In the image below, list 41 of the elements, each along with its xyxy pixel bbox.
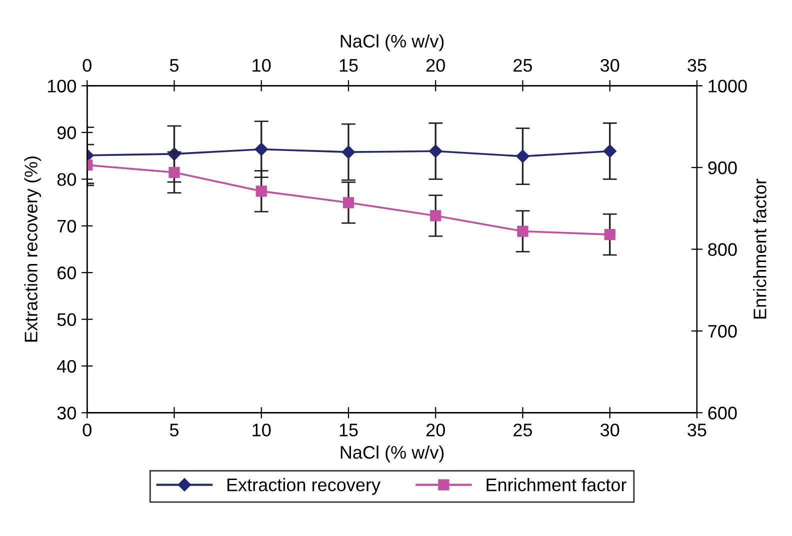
legend-label: Extraction recovery: [227, 478, 380, 495]
legend-label: Enrichment factor: [486, 478, 626, 492]
x-tick-label: 30: [600, 424, 620, 436]
y2-tick-label: 1000: [708, 80, 747, 92]
y2-axis-title: Enrichment factor: [753, 178, 766, 318]
x2-tick-label: 20: [426, 58, 445, 72]
x-tick-label: 10: [252, 424, 271, 436]
x-axis-title: NaCl (% w/v): [340, 446, 444, 462]
x2-tick-label: 15: [340, 59, 358, 72]
y-axis-title: Extraction recovery (%): [24, 156, 42, 342]
y2-tick-label: 800: [708, 243, 737, 256]
x-tick-label: 20: [426, 424, 445, 436]
x-tick-label: 15: [340, 424, 358, 436]
x-tick-label: 5: [170, 424, 179, 436]
point: [604, 228, 616, 240]
point: [256, 186, 267, 197]
y2-tick-label: 900: [708, 161, 737, 174]
x2-axis-title: NaCl (% w/v): [340, 34, 444, 52]
y2-tick-label: 700: [708, 324, 737, 338]
point: [430, 210, 442, 222]
x-tick-label: 35: [688, 424, 706, 436]
x2-tick-label: 10: [252, 58, 271, 72]
y-tick-label: 50: [57, 313, 76, 326]
x-tick-label: 0: [82, 424, 92, 436]
y-tick-label: 30: [57, 406, 76, 420]
y-tick-label: 90: [57, 126, 76, 140]
point: [517, 226, 528, 237]
y-tick-label: 80: [57, 173, 76, 186]
y-tick-label: 60: [58, 266, 76, 280]
x2-tick-label: 5: [170, 59, 179, 72]
y-tick-label: 40: [57, 360, 76, 373]
y2-tick-label: 600: [708, 406, 737, 420]
point: [342, 197, 354, 208]
x2-tick-label: 30: [600, 58, 620, 72]
x2-tick-label: 0: [82, 58, 92, 72]
x-tick-label: 25: [514, 424, 532, 436]
x2-tick-label: 35: [688, 58, 706, 72]
point: [168, 166, 180, 178]
x2-tick-label: 25: [514, 58, 532, 72]
y-tick-label: 100: [48, 80, 76, 92]
y-tick-label: 70: [58, 220, 76, 233]
